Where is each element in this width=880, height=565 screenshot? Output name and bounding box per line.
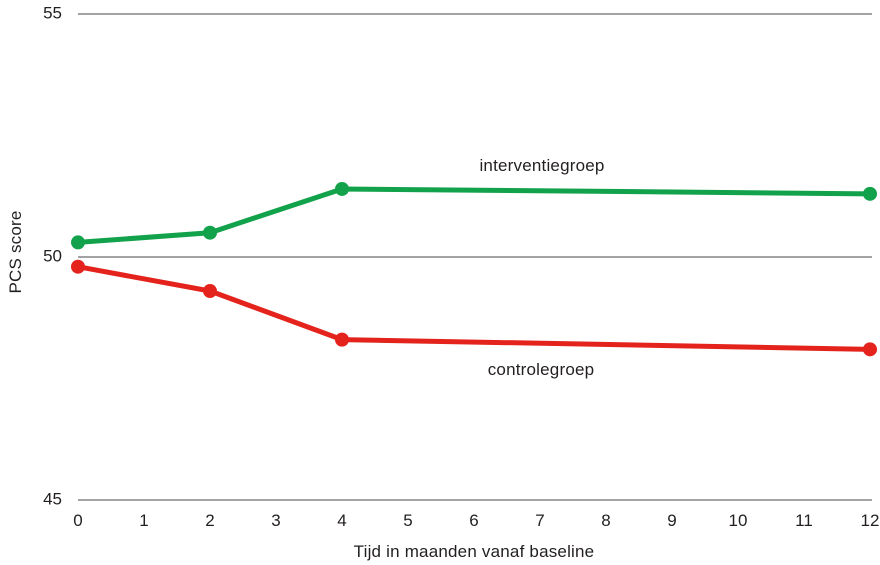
- y-tick-label-45: 45: [43, 489, 62, 509]
- data-point-controlegroep-x4: [335, 332, 349, 347]
- series-label-interventiegroep: interventiegroep: [479, 156, 605, 175]
- x-tick-label-2: 2: [205, 511, 215, 530]
- data-point-interventiegroep-x12: [863, 186, 877, 201]
- data-point-interventiegroep-x0: [71, 235, 85, 250]
- y-tick-label-55: 55: [43, 3, 62, 23]
- series-line-controlegroep: [77, 264, 871, 352]
- data-point-controlegroep-x0: [71, 259, 85, 274]
- x-tick-label-4: 4: [337, 511, 347, 530]
- data-point-controlegroep-x2: [203, 284, 217, 299]
- series-label-controlegroep: controlegroep: [487, 360, 595, 379]
- x-tick-label-3: 3: [271, 511, 281, 530]
- x-tick-label-8: 8: [601, 511, 611, 530]
- x-axis-title: Tijd in maanden vanaf baseline: [353, 542, 595, 561]
- data-point-interventiegroep-x4: [335, 181, 349, 196]
- x-tick-label-9: 9: [667, 511, 677, 530]
- x-tick-label-10: 10: [728, 511, 748, 530]
- x-tick-label-5: 5: [403, 511, 413, 530]
- x-tick-label-6: 6: [469, 511, 479, 530]
- x-tick-label-12: 12: [860, 511, 880, 530]
- x-tick-label-11: 11: [795, 511, 813, 530]
- series-line-interventiegroep: [77, 186, 871, 245]
- x-tick-label-0: 0: [73, 511, 83, 530]
- x-tick-label-1: 1: [139, 511, 149, 530]
- y-tick-label-50: 50: [43, 246, 62, 266]
- data-point-interventiegroep-x2: [203, 225, 217, 240]
- data-point-controlegroep-x12: [863, 342, 877, 357]
- x-tick-label-7: 7: [535, 511, 545, 530]
